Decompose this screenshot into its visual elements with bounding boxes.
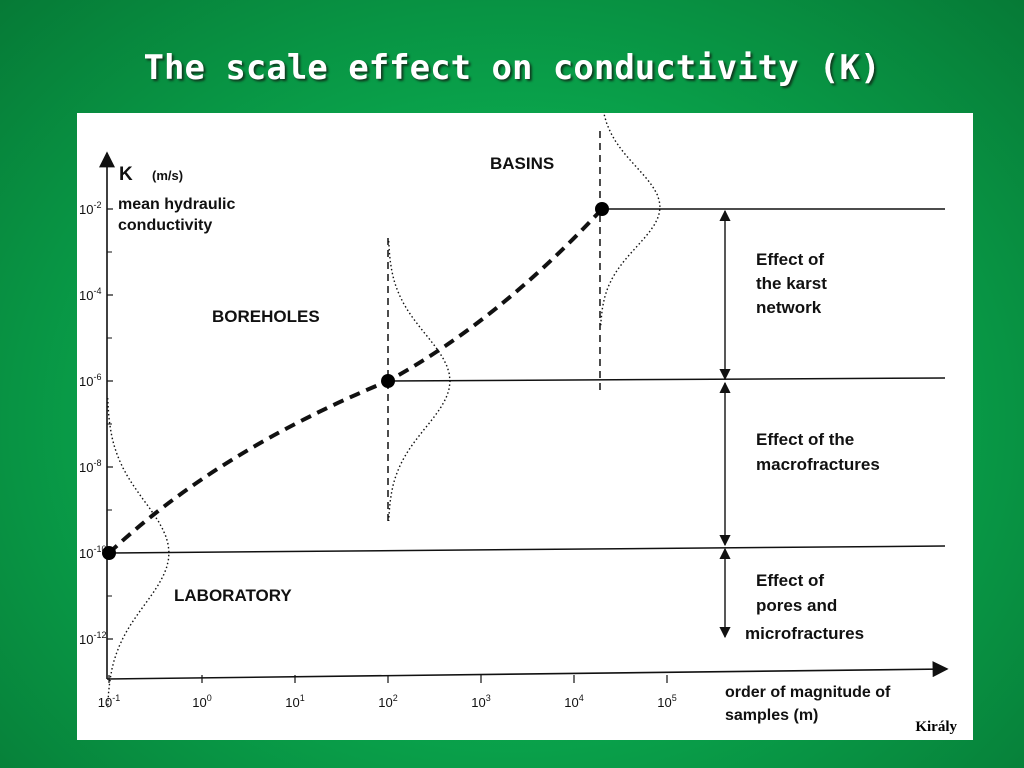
- trend-line: [107, 207, 604, 555]
- basins-label: BASINS: [490, 154, 554, 173]
- x-tick-label: 105: [657, 693, 676, 710]
- karst-effect-line-2: the karst: [756, 274, 827, 293]
- macro-effect-line-2: macrofractures: [756, 455, 880, 474]
- x-tick-label: 102: [378, 693, 397, 710]
- author-credit: Király: [915, 719, 957, 735]
- pores-effect-line-1: Effect of: [756, 571, 824, 590]
- y-tick-label: 10-4: [79, 286, 101, 303]
- y-tick-label: 10-12: [79, 630, 106, 647]
- x-tick-label: 100: [192, 693, 211, 710]
- laboratory-distribution-curve: [107, 397, 170, 709]
- y-tick-label: 10-2: [79, 200, 101, 217]
- y-tick-label: 10-8: [79, 458, 101, 475]
- boreholes-distribution-curve: [388, 240, 451, 522]
- karst-effect-line-1: Effect of: [756, 250, 824, 269]
- x-axis-label-line-1: order of magnitude of: [725, 684, 891, 701]
- y-axis-symbol: K: [119, 164, 133, 185]
- basins-point: [594, 202, 609, 216]
- figure-panel: K (m/s) mean hydraulic conductivity orde…: [77, 113, 973, 740]
- y-axis-label-line-1: mean hydraulic: [118, 196, 235, 213]
- laboratory-point: [102, 546, 116, 560]
- x-tick-label: 104: [564, 693, 583, 710]
- x-axis-line: [106, 661, 949, 680]
- x-axis-label-line-2: samples (m): [725, 707, 818, 724]
- y-axis-label-line-2: conductivity: [118, 217, 212, 234]
- karst-effect-line-3: network: [756, 298, 822, 317]
- laboratory-label: LABORATORY: [174, 586, 292, 605]
- x-tick-label: 103: [471, 693, 490, 710]
- pores-effect-line-3: microfractures: [745, 624, 864, 643]
- boreholes-label: BOREHOLES: [212, 307, 320, 326]
- basins-distribution-curve: [600, 113, 661, 328]
- laboratory-level-line: [108, 545, 946, 554]
- boreholes-level-line: [387, 377, 946, 382]
- pores-effect-line-2: pores and: [756, 596, 837, 615]
- y-axis-unit: (m/s): [152, 168, 183, 183]
- boreholes-point: [381, 374, 395, 388]
- macro-effect-line-1: Effect of the: [756, 430, 854, 449]
- x-tick-label: 101: [285, 693, 304, 710]
- slide-title: The scale effect on conductivity (K): [143, 48, 881, 88]
- x-tick-label: 10-1: [98, 693, 120, 710]
- y-tick-label: 10-6: [79, 372, 101, 389]
- conductivity-chart: K (m/s) mean hydraulic conductivity orde…: [79, 113, 949, 724]
